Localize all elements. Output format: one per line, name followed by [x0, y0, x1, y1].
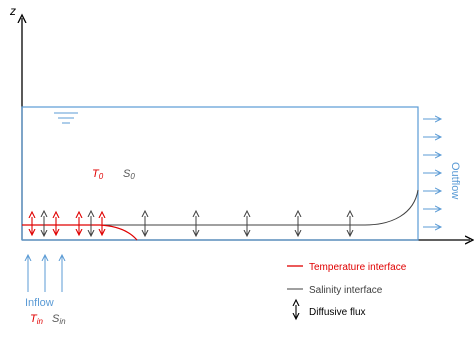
legend-salinity-label: Salinity interface [309, 285, 383, 296]
water-surface-icon [54, 112, 78, 124]
reservoir-outline [21, 106, 419, 241]
legend: Temperature interface Salinity interface… [287, 262, 407, 318]
z-axis-label: z [9, 4, 16, 18]
temperature-diffusive-arrows [32, 217, 102, 234]
legend-diffusive-label: Diffusive flux [309, 307, 366, 318]
salinity-interface-line [22, 189, 419, 226]
inflow-label: Inflow [25, 297, 54, 309]
inflow-temperature-label: Tin [30, 313, 44, 326]
inflow-arrows [28, 255, 62, 292]
outflow-arrows [423, 119, 441, 227]
outflow-label: Outflow [449, 162, 461, 199]
reservoir-salinity-label: S0 [123, 168, 135, 181]
salinity-diffusive-arrows [44, 216, 350, 235]
reservoir-temperature-label: T0 [92, 168, 104, 181]
inflow-salinity-label: Sin [52, 313, 66, 326]
legend-temperature-label: Temperature interface [309, 262, 407, 273]
